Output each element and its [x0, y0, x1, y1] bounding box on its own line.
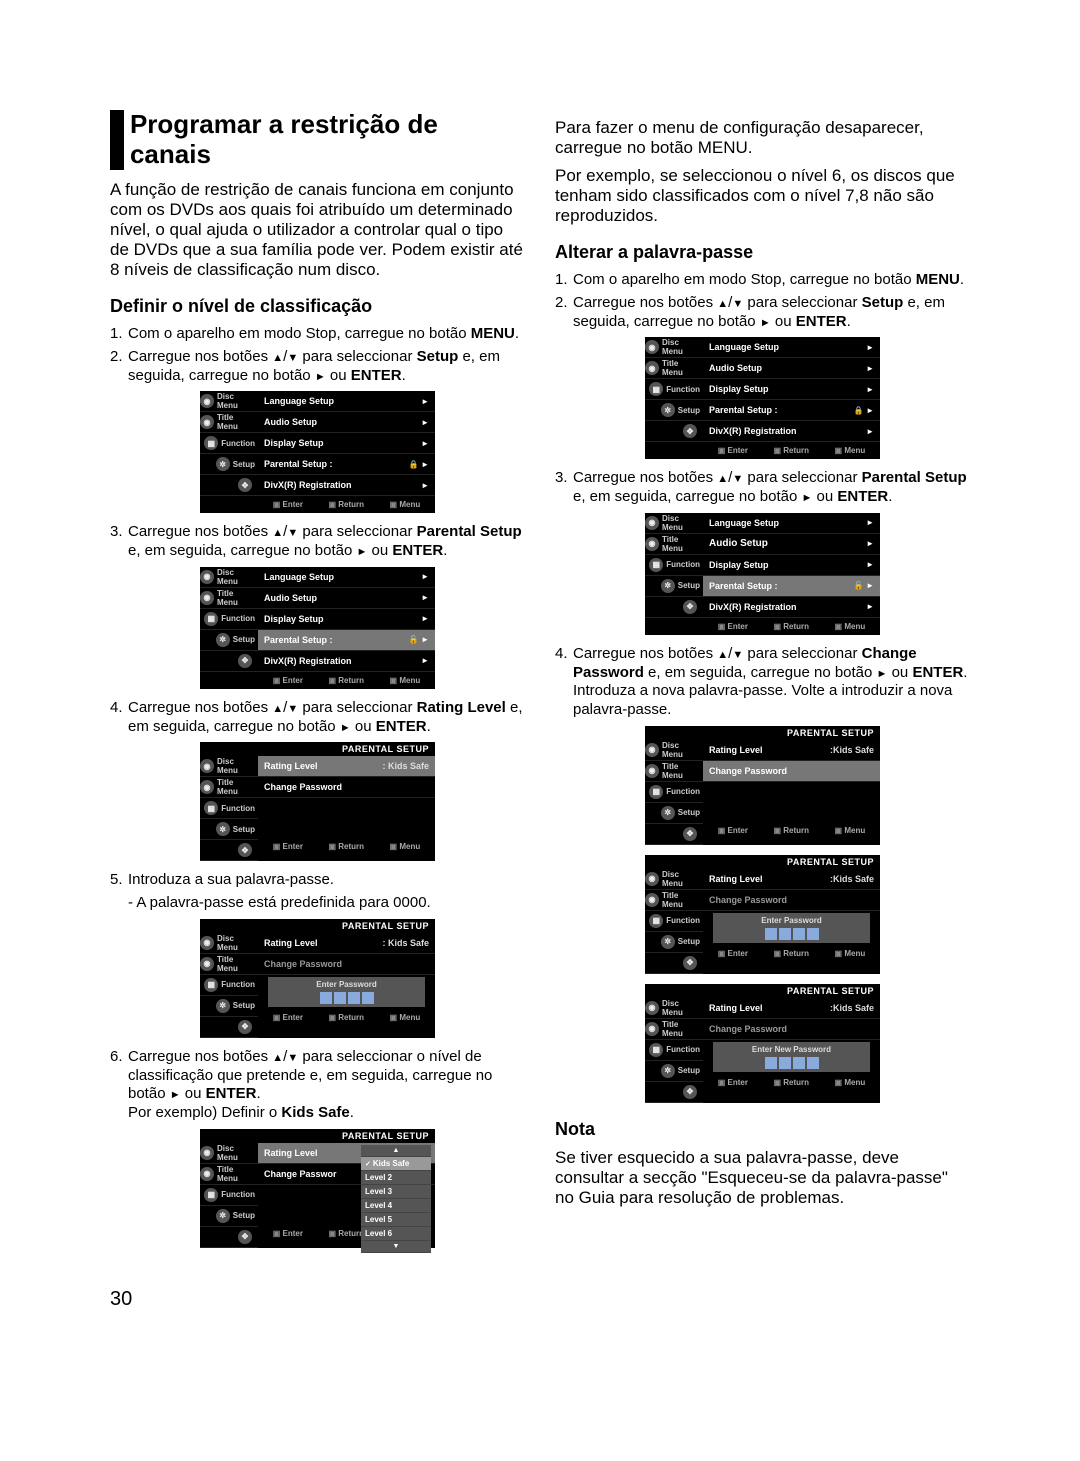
step-3: 3. Carregue nos botões / para selecciona…: [110, 523, 525, 561]
down-arrow-icon: [287, 523, 298, 540]
subsection-heading: Alterar a palavra-passe: [555, 242, 970, 263]
down-arrow-icon: [287, 699, 298, 716]
r-step-2: 2. Carregue nos botões / para selecciona…: [555, 294, 970, 332]
setup-icon: ✲: [216, 457, 230, 471]
heading-bar: [110, 110, 124, 170]
up-arrow-icon: [272, 699, 283, 716]
disc-icon: ◉: [200, 394, 214, 408]
paragraph: Para fazer o menu de configuração desapa…: [555, 118, 970, 158]
r-step-4: 4. Carregue nos botões / para selecciona…: [555, 645, 970, 720]
title-icon: ◉: [200, 415, 214, 429]
osd-enter-password: PARENTAL SETUP ◉Disc Menu ◉Title Menu ▦F…: [200, 919, 435, 1038]
down-arrow-icon: [732, 469, 743, 486]
two-column-layout: Programar a restrição de canais A função…: [110, 110, 970, 1258]
step-1: 1. Com o aparelho em modo Stop, carregue…: [110, 325, 525, 344]
step-4: 4. Carregue nos botões / para selecciona…: [110, 699, 525, 737]
right-arrow-icon: [357, 542, 368, 559]
down-arrow-icon: [287, 1048, 298, 1065]
intro-paragraph: A função de restrição de canais funciona…: [110, 180, 525, 280]
password-prompt: Enter Password: [713, 913, 870, 943]
up-arrow-icon: [717, 645, 728, 662]
up-arrow-icon: [717, 294, 728, 311]
note-paragraph: Se tiver esquecido a sua palavra-passe, …: [555, 1148, 970, 1208]
osd-parental-setup: PARENTAL SETUP ◉Disc Menu ◉Title Menu ▦F…: [200, 742, 435, 861]
step-6: 6. Carregue nos botões / para selecciona…: [110, 1048, 525, 1123]
osd-rating-level-dropdown: PARENTAL SETUP ◉Disc Menu ◉Title Menu ▦F…: [200, 1129, 435, 1248]
right-arrow-icon: [802, 488, 813, 505]
function-icon: ▦: [204, 436, 218, 450]
down-arrow-icon: [732, 645, 743, 662]
subsection-heading: Definir o nível de classificação: [110, 296, 525, 317]
right-arrow-icon: [170, 1085, 181, 1102]
osd-parental-change-pw: PARENTAL SETUP ◉Disc Menu ◉Title Menu ▦F…: [645, 726, 880, 845]
osd-setup-parental-selected-r: ◉Disc Menu ◉Title Menu ▦Function ✲Setup …: [645, 513, 880, 635]
level-list: ▲ ✓ Kids Safe Level 2 Level 3 Level 4 Le…: [361, 1145, 431, 1253]
left-column: Programar a restrição de canais A função…: [110, 110, 525, 1258]
password-prompt: Enter New Password: [713, 1042, 870, 1072]
r-step-1: 1. Com o aparelho em modo Stop, carregue…: [555, 271, 970, 290]
down-arrow-icon: [287, 348, 298, 365]
manual-page: Programar a restrição de canais A função…: [0, 0, 1080, 1351]
r-step-3: 3. Carregue nos botões / para selecciona…: [555, 469, 970, 507]
page-number: 30: [110, 1288, 970, 1311]
paragraph: Por exemplo, se seleccionou o nível 6, o…: [555, 166, 970, 226]
right-arrow-icon: [315, 367, 326, 384]
heading-text: Programar a restrição de canais: [130, 110, 525, 170]
right-arrow-icon: [877, 664, 888, 681]
osd-setup-menu-r: ◉Disc Menu ◉Title Menu ▦Function ✲Setup …: [645, 337, 880, 459]
right-column: Para fazer o menu de configuração desapa…: [555, 110, 970, 1258]
nav-icon: ✥: [238, 478, 252, 492]
right-arrow-icon: [340, 718, 351, 735]
osd-enter-new-password: PARENTAL SETUP ◉Disc Menu ◉Title Menu ▦F…: [645, 984, 880, 1103]
osd-enter-password-r: PARENTAL SETUP ◉Disc Menu ◉Title Menu ▦F…: [645, 855, 880, 974]
password-prompt: Enter Password: [268, 977, 425, 1007]
up-arrow-icon: [717, 469, 728, 486]
osd-setup-parental-selected: ◉Disc Menu ◉Title Menu ▦Function ✲Setup …: [200, 567, 435, 689]
note-heading: Nota: [555, 1119, 970, 1140]
step-5-note: - A palavra-passe está predefinida para …: [128, 894, 525, 913]
up-arrow-icon: [272, 1048, 283, 1065]
up-arrow-icon: [272, 523, 283, 540]
step-2: 2. Carregue nos botões / para selecciona…: [110, 348, 525, 386]
right-arrow-icon: [760, 313, 771, 330]
osd-setup-menu: ◉Disc Menu ◉Title Menu ▦Function ✲Setup …: [200, 391, 435, 513]
section-heading: Programar a restrição de canais: [110, 110, 525, 170]
down-arrow-icon: [732, 294, 743, 311]
step-5: 5. Introduza a sua palavra-passe.: [110, 871, 525, 890]
up-arrow-icon: [272, 348, 283, 365]
